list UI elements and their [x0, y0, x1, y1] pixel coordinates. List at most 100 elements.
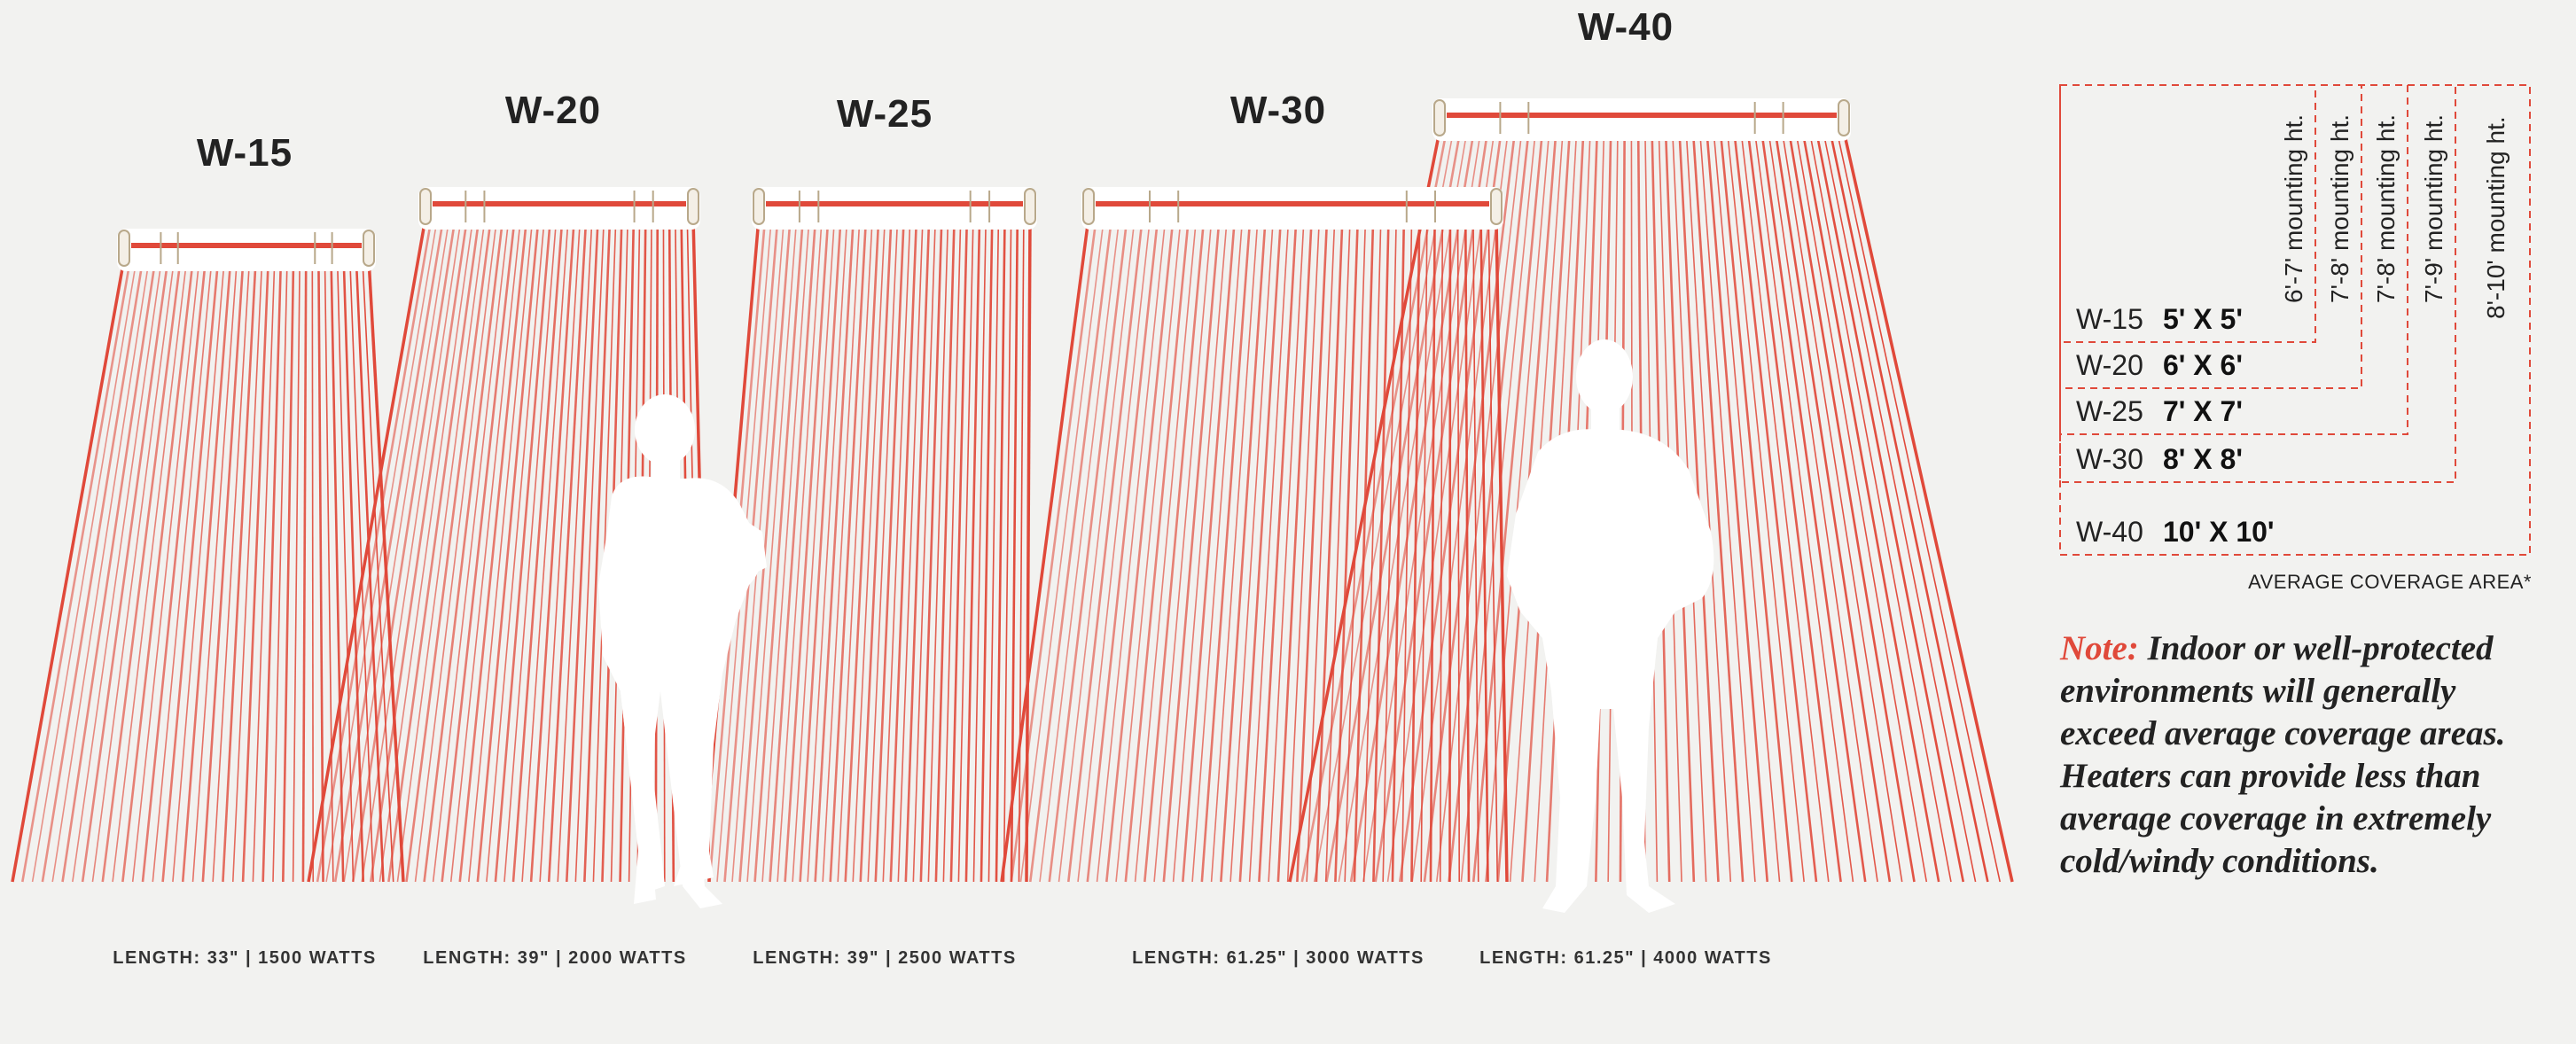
coverage-ray [1003, 217, 1012, 883]
coverage-ray [972, 217, 987, 883]
coverage-ray [307, 217, 427, 883]
heater-unit-w-40 [1432, 98, 1851, 141]
coverage-ray [1429, 217, 1436, 883]
coverage-ray [1086, 217, 1159, 883]
coverage-ray [1795, 130, 1928, 883]
coverage-ray [81, 258, 169, 883]
heater-end-cap [1082, 188, 1095, 225]
coverage-ray [333, 217, 445, 883]
coverage-ray [761, 217, 810, 883]
heater-unit-w-20 [418, 187, 700, 230]
coverage-ray [1439, 217, 1444, 883]
coverage-ray [423, 217, 504, 883]
coverage-ray [503, 217, 558, 883]
heater-end-cap [363, 230, 375, 267]
coverage-ray [1362, 217, 1382, 883]
coverage-ray [1349, 130, 1475, 883]
coverage-ray [1105, 217, 1175, 883]
heater-housing [1432, 98, 1851, 141]
coverage-ray [1300, 130, 1448, 883]
model-title-w25: W-25 [836, 92, 933, 136]
coverage-ray [405, 217, 493, 883]
coverage-ray [874, 217, 905, 883]
heater-end-cap [753, 188, 765, 225]
coverage-ray [814, 217, 855, 883]
coverage-ray [1386, 130, 1495, 883]
coverage-ray [927, 217, 949, 883]
coverage-ray [957, 217, 974, 883]
person-silhouette-right [1507, 339, 1714, 913]
coverage-ray [1815, 130, 1965, 883]
coverage-ray [1842, 130, 2014, 883]
coverage-ray [336, 258, 355, 883]
coverage-ray [1808, 130, 1952, 883]
coverage-ray [161, 258, 220, 883]
coverage-ray [1372, 217, 1390, 883]
coverage-ray [1124, 217, 1190, 883]
length-label-w25: LENGTH: 39" | 2500 WATTS [753, 948, 1017, 968]
coverage-ray [769, 217, 817, 883]
coverage-ray [1823, 130, 1977, 883]
coverage-ray [21, 258, 132, 883]
coverage-ray [1746, 130, 1842, 883]
coverage-ray [1399, 130, 1503, 883]
coverage-ray [1706, 130, 1769, 883]
coverage-ray [1058, 217, 1136, 883]
coverage-ray [31, 258, 137, 883]
coverage-ray [241, 258, 270, 883]
coverage-ray [844, 217, 880, 883]
coverage-ray [1172, 217, 1229, 883]
coverage-beams [11, 130, 2014, 883]
coverage-ray [964, 217, 981, 883]
coverage-ray [521, 217, 569, 883]
coverage-ray [1726, 130, 1805, 883]
coverage-ray [222, 258, 257, 883]
length-label-w30: LENGTH: 61.25" | 3000 WATTS [1132, 948, 1425, 968]
coverage-ray [1829, 130, 1989, 883]
coverage-ray [738, 217, 792, 883]
coverage-ray [1362, 130, 1482, 883]
coverage-ray [511, 217, 564, 883]
coverage-ray [494, 217, 552, 883]
coverage-ray [1733, 130, 1818, 883]
coverage-ray [949, 217, 969, 883]
coverage-ray [343, 217, 450, 883]
heater-end-cap [118, 230, 130, 267]
coverage-ray [1325, 130, 1462, 883]
coverage-ray [1258, 217, 1298, 883]
coverage-ray [934, 217, 956, 883]
coverage-ray [822, 217, 861, 883]
coverage-ray [1423, 130, 1517, 883]
coverage-ray [311, 258, 315, 883]
coverage-ray [1028, 217, 1113, 883]
coverage-ray [1460, 130, 1536, 883]
beam-fan-w-30 [1000, 217, 1509, 883]
coverage-ray [131, 258, 200, 883]
coverage-ray [292, 258, 301, 883]
coverage-ray [1134, 217, 1198, 883]
heater-end-cap [1490, 188, 1503, 225]
coverage-ray [1691, 130, 1745, 883]
coverage-ray [942, 217, 962, 883]
coverage-ray [414, 217, 498, 883]
note-label: Note: [2060, 629, 2139, 667]
coverage-ray [112, 258, 188, 883]
heater-end-cap [1433, 99, 1446, 136]
heater-housing [1081, 187, 1503, 230]
coverage-ray [904, 217, 931, 883]
coverage-ray [1018, 217, 1025, 883]
coverage-ray [1374, 130, 1489, 883]
coverage-ray [61, 258, 157, 883]
coverage-ray [141, 258, 207, 883]
coverage-ray [919, 217, 943, 883]
model-title-w20: W-20 [504, 89, 602, 132]
coverage-ray [529, 217, 576, 883]
coverage-ray [1162, 217, 1221, 883]
coverage-ray [458, 217, 528, 883]
model-title-w15: W-15 [196, 131, 293, 175]
coverage-ray [867, 217, 899, 883]
heater-end-cap [1838, 99, 1850, 136]
coverage-ray [301, 258, 308, 883]
coverage-ray [1096, 217, 1167, 883]
